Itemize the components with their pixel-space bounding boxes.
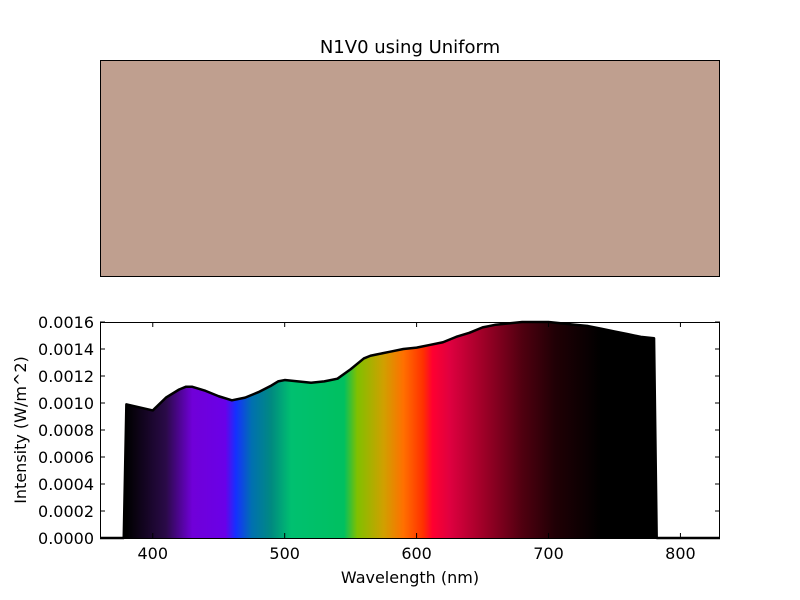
color-swatch	[100, 60, 720, 277]
y-axis: 0.0000 0.0002 0.0004 0.0006 0.0008 0.0010 0.00…	[38, 313, 720, 548]
y-tick-label: 0.0008	[38, 421, 94, 440]
y-tick-label: 0.0012	[38, 367, 94, 386]
y-tick-label: 0.0006	[38, 448, 94, 467]
x-tick-label: 500	[269, 544, 300, 563]
y-tick-label: 0.0016	[38, 313, 94, 332]
y-axis-label: Intensity (W/m^2)	[11, 356, 30, 504]
spectrum-plot: 400 500 600 700 800 0.0000 0.0002 0.0004 0.0006…	[11, 313, 720, 587]
x-tick-label: 800	[665, 544, 696, 563]
x-axis: 400 500 600 700 800	[137, 322, 696, 563]
y-tick-label: 0.0014	[38, 340, 94, 359]
y-tick-label: 0.0000	[38, 529, 94, 548]
x-axis-label: Wavelength (nm)	[341, 568, 479, 587]
spectrum-area	[100, 322, 720, 538]
spectrum-line	[100, 320, 720, 540]
x-tick-label: 700	[533, 544, 564, 563]
y-tick-label: 0.0010	[38, 394, 94, 413]
x-tick-label: 400	[137, 544, 168, 563]
y-tick-label: 0.0002	[38, 502, 94, 521]
y-tick-label: 0.0004	[38, 475, 94, 494]
x-tick-label: 600	[401, 544, 432, 563]
chart-title: N1V0 using Uniform	[320, 37, 500, 58]
